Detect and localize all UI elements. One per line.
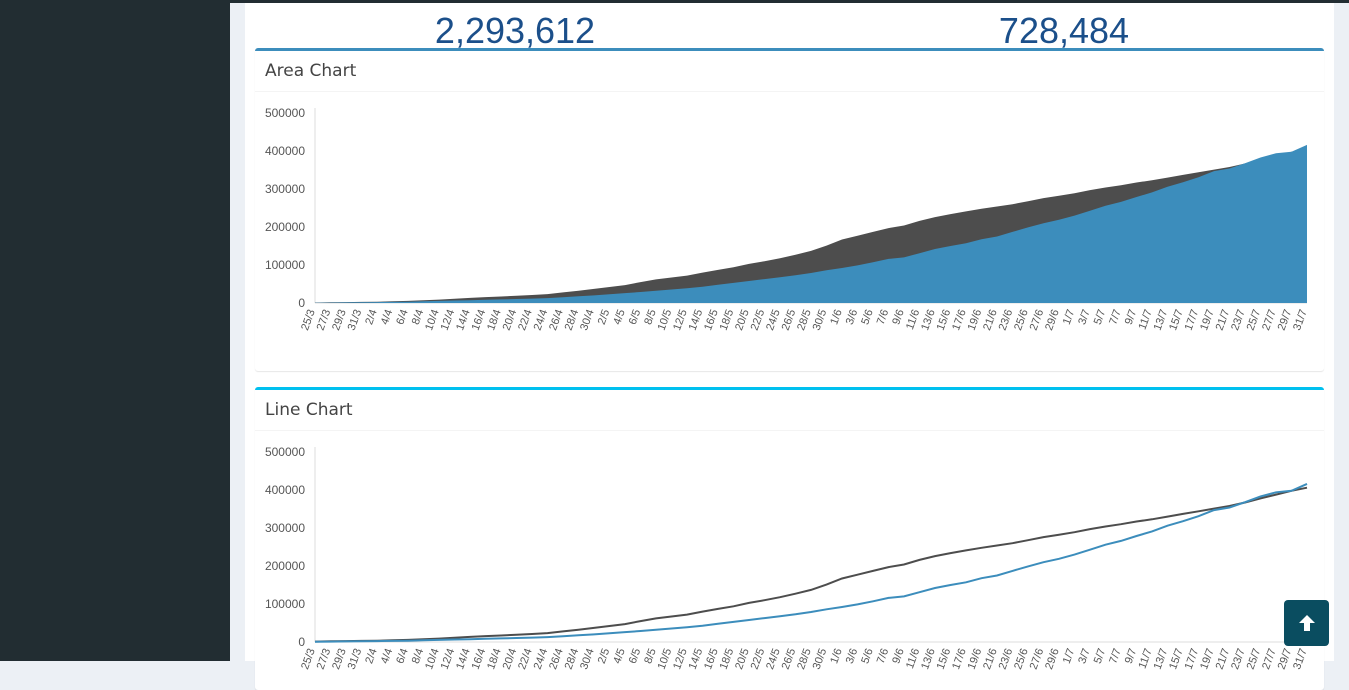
x-tick-label: 6/5 xyxy=(627,308,644,326)
y-tick-label: 100000 xyxy=(265,258,305,272)
x-tick-label: 4/5 xyxy=(611,308,628,326)
y-tick-label: 500000 xyxy=(265,106,305,120)
content-card: 2,293,612 728,484 Area Chart 0 100000 2000… xyxy=(245,3,1334,690)
x-tick-label: 2/5 xyxy=(596,647,613,665)
stat-value-2: 728,484 xyxy=(998,10,1130,51)
y-tick-label: 0 xyxy=(298,296,305,310)
x-tick-label: 31/7 xyxy=(1291,308,1310,332)
scroll-to-top-button[interactable] xyxy=(1284,600,1329,646)
x-tick-label: 2/4 xyxy=(363,308,380,326)
x-tick-label: 5/7 xyxy=(1092,308,1109,326)
x-tick-label: 4/4 xyxy=(379,647,396,665)
y-tick-label: 0 xyxy=(298,635,305,649)
y-tick-label: 500000 xyxy=(265,445,305,459)
sidebar xyxy=(0,0,230,661)
x-tick-label: 2/4 xyxy=(363,647,380,665)
area-chart-title: Area Chart xyxy=(255,51,1324,92)
x-tick-label: 5/6 xyxy=(859,308,876,326)
y-tick-label: 200000 xyxy=(265,559,305,573)
x-tick-label: 8/5 xyxy=(642,308,659,326)
x-tick-label: 1/7 xyxy=(1061,308,1078,326)
x-tick-label: 8/4 xyxy=(410,308,427,326)
line-chart: 010000020000030000040000050000025/327/32… xyxy=(265,445,1310,671)
x-tick-label: 7/7 xyxy=(1107,308,1124,326)
x-tick-label: 1/6 xyxy=(828,647,845,665)
x-tick-label: 30/4 xyxy=(578,647,597,671)
x-tick-label: 7/6 xyxy=(875,308,892,326)
line-chart-body: 0 100000 200000 300000 400000 500000 25/3 27/3 2… xyxy=(255,431,1324,676)
y-tick-label: 200000 xyxy=(265,220,305,234)
y-tick-label: 100000 xyxy=(265,597,305,611)
line-chart-title: Line Chart xyxy=(255,390,1324,431)
area-chart: 010000020000030000040000050000025/327/32… xyxy=(265,106,1310,332)
x-tick-label: 31/3 xyxy=(346,308,365,332)
x-tick-label: 3/6 xyxy=(844,308,861,326)
content-wrapper: 2,293,612 728,484 Area Chart 0 100000 2000… xyxy=(230,3,1349,690)
y-tick-label: 300000 xyxy=(265,521,305,535)
y-tick-label: 300000 xyxy=(265,182,305,196)
x-tick-label: 5/6 xyxy=(859,647,876,665)
stat-value-1: 2,293,612 xyxy=(434,10,596,51)
line-series-2 xyxy=(314,482,1308,643)
x-tick-label: 6/4 xyxy=(394,647,411,665)
x-tick-label: 1/7 xyxy=(1061,647,1078,665)
x-tick-label: 30/4 xyxy=(578,308,597,332)
arrow-up-icon xyxy=(1298,615,1315,631)
x-tick-label: 3/6 xyxy=(844,647,861,665)
x-tick-label: 30/5 xyxy=(811,647,830,671)
x-tick-label: 7/6 xyxy=(875,647,892,665)
x-tick-label: 4/5 xyxy=(611,647,628,665)
x-tick-label: 6/4 xyxy=(394,308,411,326)
x-tick-label: 2/5 xyxy=(596,308,613,326)
y-tick-label: 400000 xyxy=(265,483,305,497)
x-tick-label: 1/6 xyxy=(828,308,845,326)
x-tick-label: 3/7 xyxy=(1076,647,1093,665)
x-tick-label: 30/5 xyxy=(811,308,830,332)
x-tick-label: 9/6 xyxy=(890,308,907,326)
x-tick-label: 6/5 xyxy=(627,647,644,665)
line-chart-box: Line Chart 0 100000 200000 300000 400000 5000… xyxy=(255,387,1324,690)
area-chart-body: 0 100000 200000 300000 400000 500000 25/3 27/3 2… xyxy=(255,92,1324,372)
x-tick-label: 29/6 xyxy=(1043,647,1062,671)
x-tick-label: 31/3 xyxy=(346,647,365,671)
x-tick-label: 9/7 xyxy=(1123,308,1140,326)
x-tick-label: 3/7 xyxy=(1076,308,1093,326)
x-tick-label: 5/7 xyxy=(1092,647,1109,665)
line-series-1 xyxy=(314,486,1308,643)
area-series-2 xyxy=(315,144,1307,303)
y-tick-label: 400000 xyxy=(265,144,305,158)
x-tick-label: 7/7 xyxy=(1107,647,1124,665)
x-tick-label: 29/6 xyxy=(1043,308,1062,332)
top-navbar xyxy=(0,0,1349,3)
x-tick-label: 31/7 xyxy=(1291,647,1310,671)
area-chart-box: Area Chart 0 100000 200000 300000 400000 5000… xyxy=(255,48,1324,371)
x-tick-label: 4/4 xyxy=(379,308,396,326)
